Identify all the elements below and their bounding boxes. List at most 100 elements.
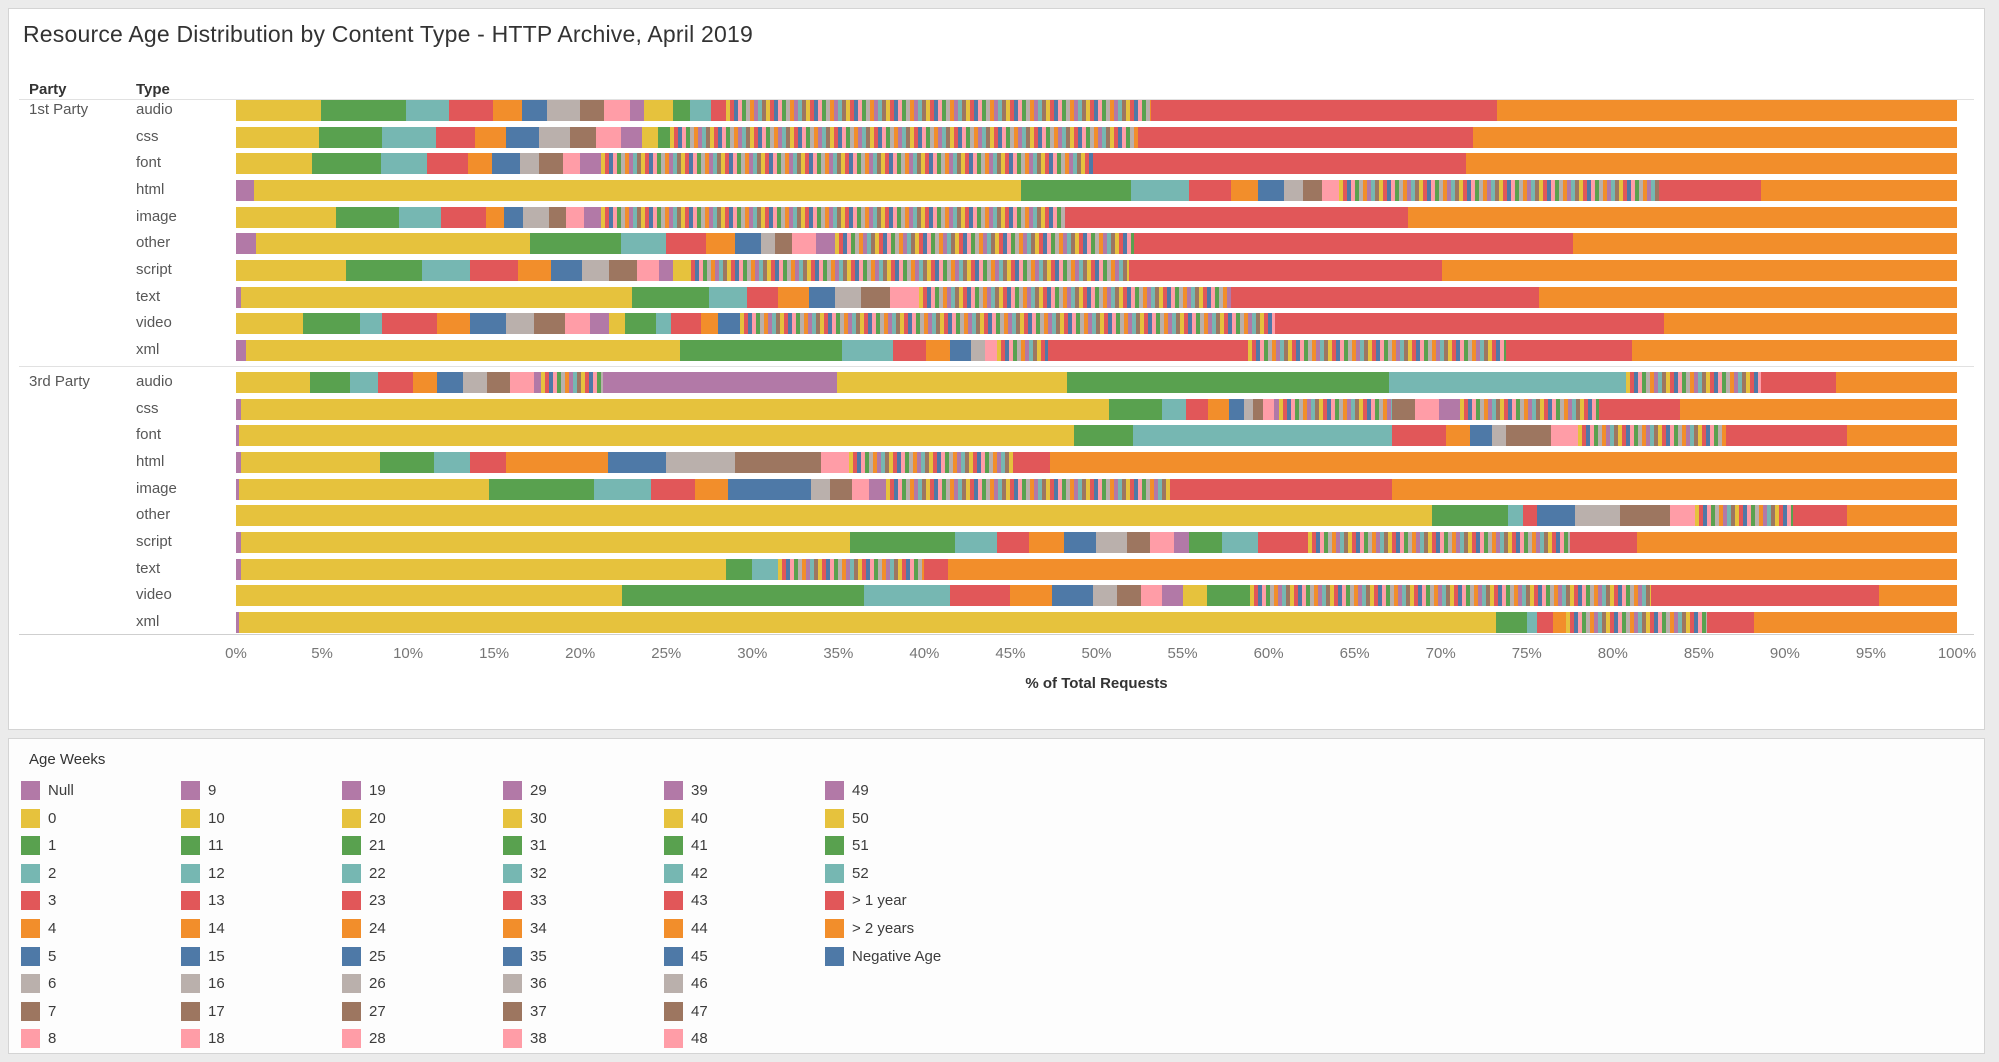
bar-segment-mixed[interactable] (1695, 505, 1794, 527)
bar-segment[interactable] (984, 339, 997, 361)
bar-segment[interactable] (236, 478, 240, 500)
bar-segment[interactable] (607, 451, 667, 473)
bar-segment[interactable] (643, 100, 674, 121)
bar-segment-mixed[interactable] (848, 451, 1018, 473)
bar-segment[interactable] (630, 100, 644, 121)
bar-segment[interactable] (440, 206, 486, 228)
bar-segment[interactable] (1151, 100, 1498, 121)
bar-segment[interactable] (581, 259, 610, 281)
bar-segment[interactable] (1636, 531, 1957, 553)
bar-segment[interactable] (815, 233, 835, 255)
bar-segment[interactable] (1065, 206, 1408, 228)
bar-segment[interactable] (1049, 451, 1957, 473)
bar-segment[interactable] (1445, 425, 1470, 447)
bar-segment[interactable] (834, 286, 861, 308)
bar-segment[interactable] (926, 339, 951, 361)
bar-segment[interactable] (380, 153, 427, 175)
bar-segment[interactable] (1392, 478, 1957, 500)
bar-segment[interactable] (791, 233, 816, 255)
bar-segment[interactable] (604, 100, 631, 121)
bar-segment[interactable] (1495, 611, 1527, 633)
bar-segment[interactable] (580, 153, 601, 175)
bar-segment[interactable] (236, 153, 312, 175)
bar-segment-mixed[interactable] (1339, 179, 1660, 201)
bar-segment[interactable] (1063, 531, 1097, 553)
bar-segment[interactable] (236, 585, 622, 607)
bar-segment[interactable] (493, 100, 522, 121)
bar-segment[interactable] (1096, 531, 1128, 553)
bar-segment[interactable] (1707, 611, 1754, 633)
bar-segment[interactable] (1650, 585, 1880, 607)
bar-segment[interactable] (609, 259, 637, 281)
bar-segment[interactable] (841, 339, 894, 361)
bar-segment[interactable] (246, 339, 680, 361)
bar-segment[interactable] (709, 286, 748, 308)
bar-segment[interactable] (1760, 372, 1837, 393)
bar-segment[interactable] (236, 372, 310, 393)
bar-segment[interactable] (1020, 179, 1131, 201)
bar-segment[interactable] (470, 451, 507, 473)
bar-segment[interactable] (1506, 339, 1632, 361)
bar-segment[interactable] (236, 100, 322, 121)
bar-segment[interactable] (852, 478, 870, 500)
bar-segment[interactable] (1189, 179, 1231, 201)
bar-segment[interactable] (1130, 179, 1190, 201)
bar-segment[interactable] (1392, 398, 1415, 420)
bar-segment[interactable] (241, 286, 632, 308)
bar-segment[interactable] (728, 478, 811, 500)
bar-segment[interactable] (760, 233, 775, 255)
bar-segment[interactable] (1469, 425, 1493, 447)
bar-segment-mixed[interactable] (600, 206, 1066, 228)
bar-segment[interactable] (236, 233, 256, 255)
bar-segment[interactable] (673, 100, 691, 121)
bar-segment[interactable] (621, 126, 643, 148)
bar-segment[interactable] (1067, 372, 1389, 393)
bar-segment[interactable] (1537, 611, 1553, 633)
bar-segment[interactable] (254, 179, 1021, 201)
bar-segment[interactable] (1302, 179, 1322, 201)
bar-segment[interactable] (1172, 478, 1393, 500)
bar-segment[interactable] (1321, 179, 1340, 201)
bar-segment[interactable] (239, 425, 1075, 447)
bar-segment-mixed[interactable] (1247, 339, 1507, 361)
bar-segment[interactable] (1879, 585, 1957, 607)
bar-segment[interactable] (236, 339, 247, 361)
bar-segment[interactable] (470, 313, 507, 335)
bar-segment[interactable] (735, 233, 761, 255)
bar-segment[interactable] (319, 126, 383, 148)
bar-segment[interactable] (506, 313, 534, 335)
bar-segment[interactable] (538, 153, 563, 175)
bar-segment[interactable] (1273, 398, 1279, 420)
bar-segment[interactable] (236, 531, 242, 553)
bar-segment[interactable] (869, 478, 887, 500)
bar-segment[interactable] (809, 286, 835, 308)
bar-segment[interactable] (241, 451, 380, 473)
bar-segment-mixed[interactable] (1626, 372, 1761, 393)
bar-segment[interactable] (1846, 505, 1957, 527)
bar-segment[interactable] (239, 611, 1496, 633)
bar-segment[interactable] (236, 313, 304, 335)
bar-segment[interactable] (659, 259, 674, 281)
bar-segment[interactable] (970, 339, 985, 361)
bar-segment[interactable] (1466, 153, 1957, 175)
bar-segment[interactable] (1010, 585, 1052, 607)
bar-segment[interactable] (518, 259, 551, 281)
bar-segment[interactable] (1659, 179, 1761, 201)
bar-segment[interactable] (564, 313, 591, 335)
bar-segment[interactable] (236, 425, 240, 447)
bar-segment[interactable] (449, 100, 494, 121)
bar-segment[interactable] (1507, 505, 1524, 527)
bar-segment[interactable] (1222, 531, 1259, 553)
bar-segment[interactable] (1173, 531, 1190, 553)
bar-segment[interactable] (533, 313, 565, 335)
bar-segment[interactable] (1392, 425, 1446, 447)
bar-segment[interactable] (1029, 531, 1064, 553)
bar-segment-mixed[interactable] (686, 259, 1130, 281)
bar-segment[interactable] (850, 531, 956, 553)
bar-segment[interactable] (1263, 398, 1274, 420)
bar-segment[interactable] (236, 558, 242, 580)
bar-segment[interactable] (236, 286, 242, 308)
bar-segment[interactable] (485, 206, 505, 228)
bar-segment[interactable] (1569, 531, 1637, 553)
bar-segment[interactable] (241, 531, 851, 553)
